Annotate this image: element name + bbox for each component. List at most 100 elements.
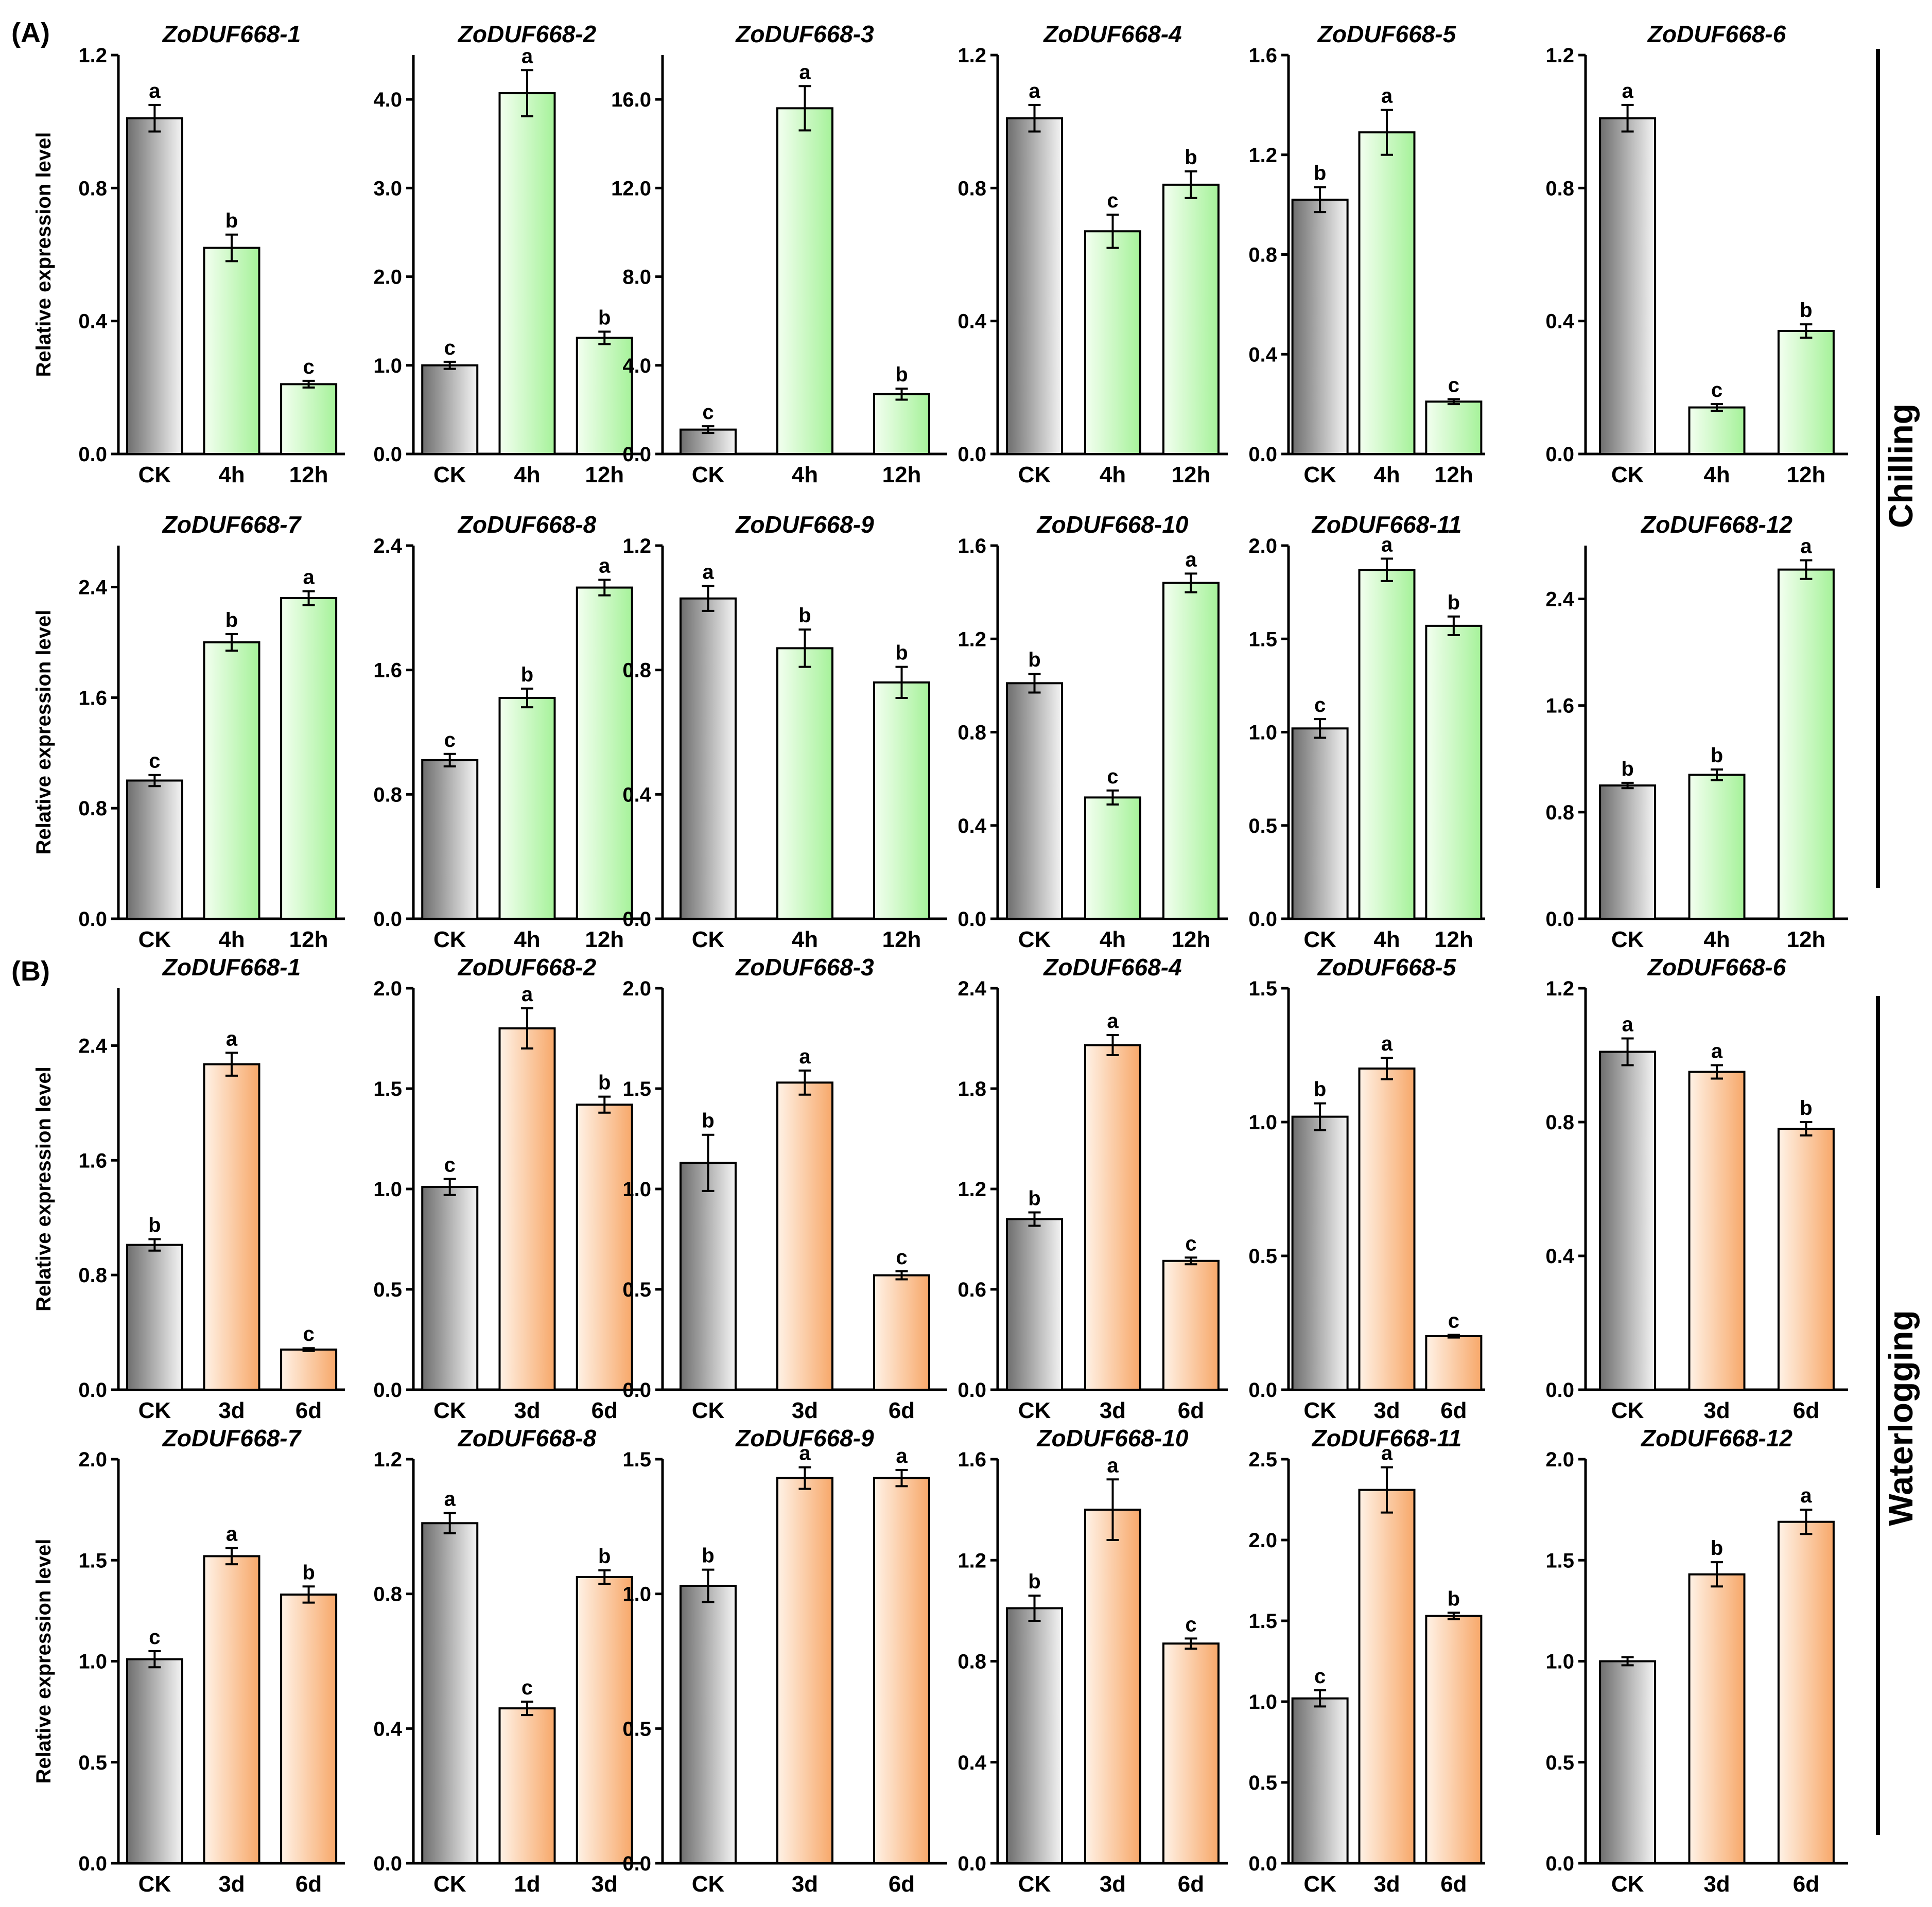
y-tick-label: 0.4 xyxy=(1248,343,1277,366)
y-tick-label: 0.4 xyxy=(958,310,986,333)
bar xyxy=(1425,1615,1483,1865)
significance-letter: b xyxy=(702,1110,714,1132)
y-tick-label: 1.2 xyxy=(1545,977,1574,1000)
significance-letter: a xyxy=(444,1488,456,1511)
y-tick-label: 0.8 xyxy=(373,1583,402,1606)
y-tick-label: 0.8 xyxy=(373,783,402,806)
chart-title: ZoDUF668-7 xyxy=(162,1425,302,1451)
bar xyxy=(1006,1607,1064,1864)
significance-letter: b xyxy=(1314,162,1326,185)
y-tick-label: 1.2 xyxy=(78,44,107,67)
bar xyxy=(1162,1642,1220,1864)
x-tick-label: CK xyxy=(1018,1871,1051,1897)
significance-letter: a xyxy=(521,983,533,1006)
y-tick-label: 1.8 xyxy=(958,1078,986,1100)
significance-letter: a xyxy=(226,1027,238,1050)
y-tick-label: 1.0 xyxy=(78,1651,107,1673)
y-tick-label: 1.2 xyxy=(1248,144,1277,167)
significance-letter: a xyxy=(1107,1010,1119,1033)
significance-letter: a xyxy=(799,1442,811,1465)
significance-letter: a xyxy=(799,1045,811,1068)
side-label-waterlogging: Waterlogging xyxy=(1882,1310,1920,1526)
significance-letter: a xyxy=(799,61,811,83)
x-tick-label: 6d xyxy=(295,1398,322,1423)
bar xyxy=(679,597,737,920)
bar xyxy=(576,1576,633,1864)
x-tick-label: 4h xyxy=(514,462,540,487)
x-tick-label: CK xyxy=(1611,1871,1644,1897)
chart-title: ZoDUF668-5 xyxy=(1317,21,1457,47)
significance-letter: a xyxy=(1800,1484,1812,1507)
significance-letter: c xyxy=(1185,1613,1196,1636)
significance-letter: b xyxy=(1028,649,1040,671)
y-tick-label: 2.0 xyxy=(373,266,402,289)
y-tick-label: 2.4 xyxy=(78,576,107,599)
significance-letter: a xyxy=(521,45,533,67)
significance-letter: c xyxy=(702,401,713,424)
significance-letter: a xyxy=(702,561,714,584)
significance-letter: c xyxy=(1448,374,1459,396)
x-tick-label: 6d xyxy=(889,1871,915,1897)
x-tick-label: 12h xyxy=(1434,927,1473,952)
bar xyxy=(1777,1128,1835,1391)
bar-chart: 0.0 0.8 1.6 2.4 ZoDUF668-8 c CK b 4h a 12h xyxy=(373,511,641,952)
x-tick-label: 12h xyxy=(1172,462,1211,487)
bar xyxy=(576,337,633,456)
y-tick-label: 0.0 xyxy=(958,1379,986,1402)
x-tick-label: CK xyxy=(1018,927,1051,952)
bar xyxy=(1162,582,1220,920)
bar xyxy=(1006,1218,1064,1391)
y-tick-label: 0.5 xyxy=(1248,815,1277,837)
y-tick-label: 0.8 xyxy=(78,797,107,820)
significance-letter: b xyxy=(521,663,533,686)
bar xyxy=(776,1081,833,1391)
y-tick-label: 0.4 xyxy=(1545,1245,1574,1268)
y-tick-label: 1.6 xyxy=(373,659,402,682)
bar xyxy=(421,1522,479,1865)
bar-chart: 0.0 0.5 1.0 1.5 2.0 2.5 ZoDUF668-11 c CK a 3d b 6d xyxy=(1248,1425,1485,1897)
significance-letter: b xyxy=(1448,591,1460,614)
bar xyxy=(498,1707,556,1864)
chart-title: ZoDUF668-1 xyxy=(162,954,301,981)
y-tick-label: 1.6 xyxy=(1545,695,1574,718)
y-tick-label: 12.0 xyxy=(611,177,651,200)
significance-letter: a xyxy=(599,554,611,577)
y-tick-label: 0.0 xyxy=(78,908,107,931)
significance-letter: a xyxy=(896,1445,908,1467)
significance-letter: a xyxy=(303,566,315,589)
significance-letter: a xyxy=(1711,1040,1723,1063)
significance-letter: c xyxy=(1185,1232,1196,1255)
y-tick-label: 2.0 xyxy=(1248,535,1277,557)
x-tick-label: CK xyxy=(138,1871,171,1897)
x-tick-label: CK xyxy=(138,1398,171,1423)
bar xyxy=(280,1349,338,1391)
x-tick-label: 4h xyxy=(792,462,818,487)
significance-letter: c xyxy=(1711,379,1722,401)
significance-letter: b xyxy=(598,1072,611,1094)
x-tick-label: CK xyxy=(1018,1398,1051,1423)
significance-letter: a xyxy=(1185,548,1197,571)
y-tick-label: 0.4 xyxy=(78,310,107,333)
chart-title: ZoDUF668-6 xyxy=(1647,21,1786,47)
y-tick-label: 0.5 xyxy=(1545,1752,1574,1774)
y-tick-label: 0.0 xyxy=(78,443,107,466)
side-label-chilling: Chilling xyxy=(1882,404,1920,528)
panel-label-a: (A) xyxy=(11,18,50,48)
y-tick-label: 0.0 xyxy=(78,1379,107,1402)
significance-letter: c xyxy=(444,729,456,751)
bar xyxy=(498,92,556,456)
x-tick-label: 4h xyxy=(1373,462,1400,487)
significance-letter: a xyxy=(226,1523,238,1546)
x-tick-label: 4h xyxy=(514,927,540,952)
bar xyxy=(1777,1520,1835,1865)
x-tick-label: 12h xyxy=(882,927,921,952)
significance-letter: b xyxy=(148,1214,161,1237)
bar xyxy=(421,1186,479,1391)
x-tick-label: 4h xyxy=(792,927,818,952)
x-tick-label: CK xyxy=(1018,462,1051,487)
bar xyxy=(280,1593,338,1865)
bar-chart: 0.0 0.4 0.8 1.2 ZoDUF668-1 a CK b 4h c 12h Relative… xyxy=(32,21,345,487)
bar-chart: 0.0 0.4 0.8 1.2 ZoDUF668-8 a CK c 1d b 3d xyxy=(373,1425,641,1897)
significance-letter: b xyxy=(1448,1587,1460,1610)
